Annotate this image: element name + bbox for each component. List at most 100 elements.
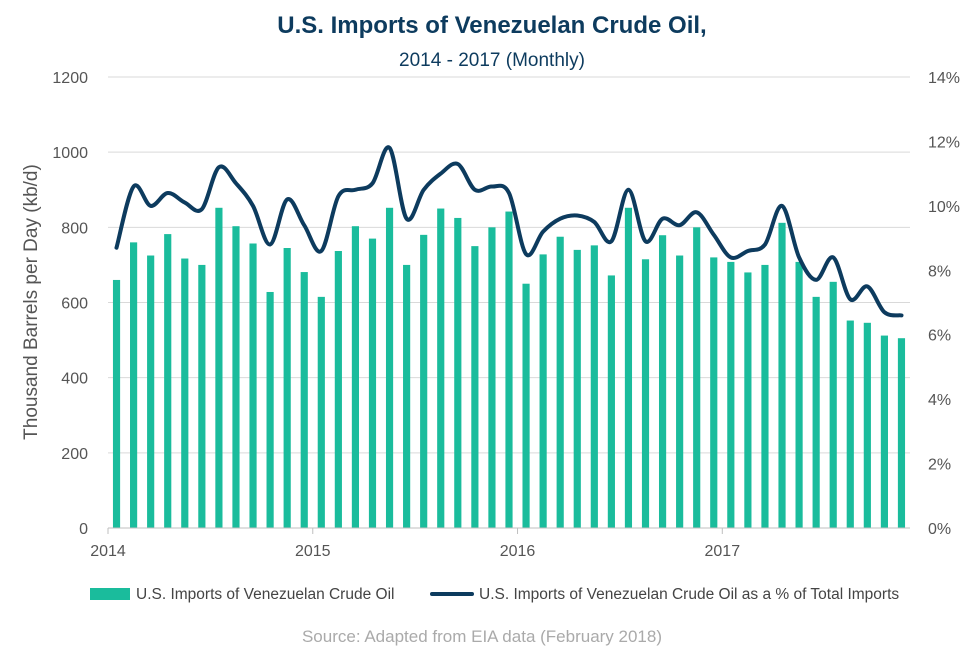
axes: 0 200 400 600 800 1000 1200 0% 2% 4% 6% 8% 10% 12% 14%…: [52, 70, 960, 560]
bar: [215, 207, 223, 529]
y-tick-label: 600: [61, 296, 88, 313]
bar: [744, 272, 752, 528]
line-point: [423, 189, 425, 191]
chart-title: U.S. Imports of Venezuelan Crude Oil,: [277, 12, 706, 39]
line-point: [576, 215, 578, 217]
bar: [658, 235, 667, 528]
line-point: [440, 173, 442, 175]
line-point: [593, 221, 595, 223]
y2-tick-label: 6%: [928, 328, 951, 345]
y-tick-label: 200: [61, 446, 88, 463]
bar: [164, 234, 172, 528]
bar: [454, 217, 462, 528]
y2-tick-label: 10%: [928, 199, 960, 216]
y-axis-title: Thousand Barrels per Day (kb/d): [21, 164, 42, 440]
bar: [249, 243, 257, 528]
bar: [693, 227, 701, 529]
line-point: [371, 182, 373, 184]
bar: [112, 279, 121, 528]
line-point: [781, 205, 783, 207]
line-point: [610, 240, 612, 242]
line-point: [747, 250, 749, 252]
legend-label-line: U.S. Imports of Venezuelan Crude Oil as …: [479, 586, 899, 603]
y2-tick-label: 14%: [928, 70, 960, 87]
bar: [624, 207, 633, 529]
line-point: [337, 195, 339, 197]
bar: [488, 227, 496, 529]
line-point: [508, 192, 510, 194]
bar: [317, 296, 325, 528]
bar: [403, 264, 411, 528]
x-tick-label: 2015: [295, 543, 331, 560]
line-point: [866, 285, 868, 287]
line-point: [320, 250, 322, 252]
line-point: [286, 198, 288, 200]
line-point: [389, 147, 391, 149]
bar: [607, 275, 615, 528]
line-point: [474, 189, 476, 191]
bar: [420, 234, 428, 528]
line-series: [114, 145, 904, 318]
bar: [727, 261, 735, 528]
y-tick-label: 1200: [52, 70, 88, 87]
bar: [863, 322, 871, 528]
line-point: [201, 208, 203, 210]
line-point: [150, 205, 152, 207]
source-note: Source: Adapted from EIA data (February …: [302, 627, 662, 646]
line-point: [252, 205, 254, 207]
line-point: [303, 224, 305, 226]
bar: [846, 320, 854, 528]
bar: [573, 249, 581, 528]
line-point: [645, 240, 647, 242]
y2-tick-label: 12%: [928, 134, 960, 151]
bar: [880, 335, 888, 528]
bar: [198, 264, 206, 528]
line-point: [184, 202, 186, 204]
line-point: [491, 186, 493, 188]
line-point: [815, 279, 817, 281]
line-point: [713, 234, 715, 236]
y-tick-label: 400: [61, 371, 88, 388]
bar: [147, 255, 155, 529]
y2-tick-label: 8%: [928, 263, 951, 280]
bar: [334, 251, 342, 528]
bar: [539, 254, 547, 529]
line-point: [406, 218, 408, 220]
line-point: [798, 256, 800, 258]
bar: [761, 264, 769, 528]
line-point: [559, 218, 561, 220]
bar: [505, 211, 513, 528]
line-point: [696, 211, 698, 213]
bar: [181, 258, 189, 528]
bar: [351, 226, 360, 529]
line-point: [542, 231, 544, 233]
line-point: [218, 166, 220, 168]
y-tick-label: 800: [61, 220, 88, 237]
bar: [300, 272, 308, 528]
line-point: [662, 218, 664, 220]
bar: [676, 255, 684, 529]
line-point: [235, 182, 237, 184]
bar: [283, 248, 291, 529]
line-point: [354, 189, 356, 191]
line-point: [883, 311, 885, 313]
bar: [471, 246, 479, 528]
line-point: [832, 256, 834, 258]
bar: [829, 281, 837, 528]
bar: [130, 242, 138, 528]
bar: [232, 226, 240, 529]
line-point: [849, 298, 851, 300]
bar: [812, 296, 820, 528]
bar: [385, 207, 394, 529]
line-point: [457, 163, 459, 165]
y2-tick-label: 0%: [928, 521, 951, 538]
bar: [590, 245, 598, 528]
bar: [795, 261, 803, 528]
line-point: [900, 314, 902, 316]
line-point: [133, 186, 135, 188]
line-point: [764, 244, 766, 246]
legend-label-bar: U.S. Imports of Venezuelan Crude Oil: [136, 586, 394, 603]
x-tick-label: 2016: [500, 543, 536, 560]
x-tick-label: 2017: [705, 543, 741, 560]
